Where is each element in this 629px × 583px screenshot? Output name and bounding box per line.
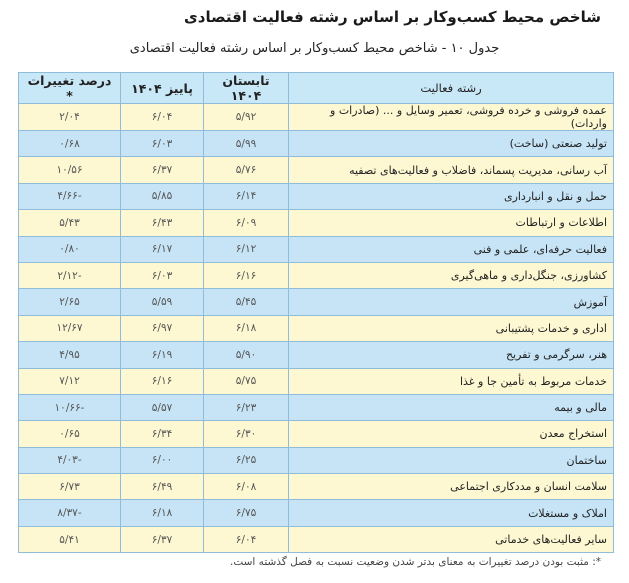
cell-summer: ۶/۷۵ bbox=[203, 499, 289, 527]
cell-change: ۱۰/۵۶ bbox=[18, 156, 121, 184]
cell-summer: ۶/۲۳ bbox=[203, 393, 289, 422]
cell-autumn: ۶/۱۸ bbox=[120, 499, 204, 527]
cell-summer: ۶/۱۸ bbox=[203, 314, 289, 343]
cell-change: ۵/۴۱ bbox=[18, 525, 121, 554]
cell-summer: ۵/۴۵ bbox=[203, 288, 289, 316]
cell-change: ۰/۶۵ bbox=[18, 420, 121, 448]
cell-autumn: ۶/۰۳ bbox=[120, 129, 204, 158]
footnote: *: مثبت بودن درصد تغییرات به معنای بدتر … bbox=[229, 556, 601, 568]
table-caption: جدول ۱۰ - شاخص محیط کسب‌وکار بر اساس رشت… bbox=[129, 41, 500, 56]
cell-summer: ۵/۹۰ bbox=[203, 341, 289, 369]
table-row: اطلاعات و ارتباطات ۶/۰۹ ۶/۴۳ ۵/۴۳ bbox=[18, 209, 614, 237]
cell-activity: کشاورزی، جنگل‌داری و ماهی‌گیری bbox=[288, 261, 614, 290]
table-row: حمل و نقل و انبارداری ۶/۱۴ ۵/۸۵ -۴/۶۶ bbox=[18, 182, 614, 211]
cell-change: -۴/۶۶ bbox=[18, 182, 121, 211]
table-row: استخراج معدن ۶/۳۰ ۶/۳۴ ۰/۶۵ bbox=[18, 420, 614, 448]
table-row: آموزش ۵/۴۵ ۵/۵۹ ۲/۶۵ bbox=[18, 288, 614, 316]
cell-change: -۸/۳۷ bbox=[18, 499, 121, 527]
cell-autumn: ۶/۹۷ bbox=[120, 314, 204, 343]
cell-summer: ۶/۰۸ bbox=[203, 473, 289, 501]
cell-summer: ۶/۱۲ bbox=[203, 235, 289, 263]
cell-autumn: ۶/۳۷ bbox=[120, 156, 204, 184]
cell-autumn: ۵/۸۵ bbox=[120, 182, 204, 211]
cell-activity: سلامت انسان و مددکاری اجتماعی bbox=[288, 473, 614, 501]
cell-activity: آب رسانی، مدیریت پسماند، فاضلاب و فعالیت… bbox=[288, 156, 614, 184]
cell-autumn: ۶/۰۰ bbox=[120, 446, 204, 475]
table-row: سلامت انسان و مددکاری اجتماعی ۶/۰۸ ۶/۴۹ ۶/۷… bbox=[18, 473, 614, 501]
table-row: سایر فعالیت‌های خدماتی ۶/۰۴ ۶/۳۷ ۵/۴۱ bbox=[18, 525, 614, 554]
cell-change: ۱۲/۶۷ bbox=[18, 314, 121, 343]
cell-summer: ۶/۲۵ bbox=[203, 446, 289, 475]
cell-summer: ۵/۷۶ bbox=[203, 156, 289, 184]
cell-summer: ۵/۹۲ bbox=[203, 103, 289, 131]
table-row: تولید صنعتی (ساخت) ۵/۹۹ ۶/۰۳ ۰/۶۸ bbox=[18, 129, 614, 158]
cell-summer: ۶/۰۹ bbox=[203, 209, 289, 237]
table-row: خدمات مربوط به تأمین جا و غذا ۵/۷۵ ۶/۱۶ ۷/۱… bbox=[18, 367, 614, 395]
table-row: املاک و مستغلات ۶/۷۵ ۶/۱۸ -۸/۳۷ bbox=[18, 499, 614, 527]
cell-autumn: ۶/۳۴ bbox=[120, 420, 204, 448]
cell-summer: ۵/۹۹ bbox=[203, 129, 289, 158]
cell-summer: ۵/۷۵ bbox=[203, 367, 289, 395]
cell-change: -۲/۱۲ bbox=[18, 261, 121, 290]
header-change: درصد تغییرات * bbox=[18, 72, 121, 104]
cell-summer: ۶/۳۰ bbox=[203, 420, 289, 448]
cell-change: ۲/۶۵ bbox=[18, 288, 121, 316]
table-row: اداری و خدمات پشتیبانی ۶/۱۸ ۶/۹۷ ۱۲/۶۷ bbox=[18, 314, 614, 343]
cell-activity: خدمات مربوط به تأمین جا و غذا bbox=[288, 367, 614, 395]
table-row: کشاورزی، جنگل‌داری و ماهی‌گیری ۶/۱۶ ۶/۰۳ -۲… bbox=[18, 261, 614, 290]
cell-change: ۵/۴۳ bbox=[18, 209, 121, 237]
cell-change: ۴/۹۵ bbox=[18, 341, 121, 369]
cell-autumn: ۶/۱۹ bbox=[120, 341, 204, 369]
cell-activity: اطلاعات و ارتباطات bbox=[288, 209, 614, 237]
table-header-row: رشته فعالیت تابستان ۱۴۰۴ پاییز ۱۴۰۴ درصد… bbox=[18, 72, 614, 104]
table-row: آب رسانی، مدیریت پسماند، فاضلاب و فعالیت… bbox=[18, 156, 614, 184]
cell-summer: ۶/۱۶ bbox=[203, 261, 289, 290]
cell-autumn: ۶/۳۷ bbox=[120, 525, 204, 554]
cell-activity: فعالیت حرفه‌ای، علمی و فنی bbox=[288, 235, 614, 263]
business-environment-table: رشته فعالیت تابستان ۱۴۰۴ پاییز ۱۴۰۴ درصد… bbox=[18, 72, 614, 554]
cell-autumn: ۶/۴۳ bbox=[120, 209, 204, 237]
cell-autumn: ۶/۱۶ bbox=[120, 367, 204, 395]
table-row: هنر، سرگرمی و تفریح ۵/۹۰ ۶/۱۹ ۴/۹۵ bbox=[18, 341, 614, 369]
cell-change: -۴/۰۳ bbox=[18, 446, 121, 475]
header-activity: رشته فعالیت bbox=[288, 72, 614, 104]
cell-activity: املاک و مستغلات bbox=[288, 499, 614, 527]
cell-activity: آموزش bbox=[288, 288, 614, 316]
cell-activity: عمده فروشی و خرده فروشی، تعمیر وسایل و .… bbox=[288, 103, 614, 131]
cell-change: ۰/۸۰ bbox=[18, 235, 121, 263]
cell-autumn: ۶/۴۹ bbox=[120, 473, 204, 501]
cell-activity: اداری و خدمات پشتیبانی bbox=[288, 314, 614, 343]
cell-change: ۶/۷۳ bbox=[18, 473, 121, 501]
cell-activity: ساختمان bbox=[288, 446, 614, 475]
cell-activity: حمل و نقل و انبارداری bbox=[288, 182, 614, 211]
cell-activity: استخراج معدن bbox=[288, 420, 614, 448]
cell-change: ۰/۶۸ bbox=[18, 129, 121, 158]
cell-summer: ۶/۰۴ bbox=[203, 525, 289, 554]
cell-activity: سایر فعالیت‌های خدماتی bbox=[288, 525, 614, 554]
cell-autumn: ۵/۵۹ bbox=[120, 288, 204, 316]
cell-autumn: ۶/۰۴ bbox=[120, 103, 204, 131]
cell-change: ۷/۱۲ bbox=[18, 367, 121, 395]
table-row: مالی و بیمه ۶/۲۳ ۵/۵۷ -۱۰/۶۶ bbox=[18, 393, 614, 422]
table-row: فعالیت حرفه‌ای، علمی و فنی ۶/۱۲ ۶/۱۷ ۰/۸۰ bbox=[18, 235, 614, 263]
page-title: شاخص محیط کسب‌وکار بر اساس رشته فعالیت ا… bbox=[184, 8, 601, 26]
table-row: عمده فروشی و خرده فروشی، تعمیر وسایل و .… bbox=[18, 103, 614, 131]
cell-autumn: ۵/۵۷ bbox=[120, 393, 204, 422]
cell-activity: مالی و بیمه bbox=[288, 393, 614, 422]
cell-autumn: ۶/۰۳ bbox=[120, 261, 204, 290]
cell-activity: هنر، سرگرمی و تفریح bbox=[288, 341, 614, 369]
header-summer: تابستان ۱۴۰۴ bbox=[203, 72, 289, 104]
cell-summer: ۶/۱۴ bbox=[203, 182, 289, 211]
cell-change: -۱۰/۶۶ bbox=[18, 393, 121, 422]
cell-activity: تولید صنعتی (ساخت) bbox=[288, 129, 614, 158]
cell-autumn: ۶/۱۷ bbox=[120, 235, 204, 263]
cell-change: ۲/۰۴ bbox=[18, 103, 121, 131]
table-row: ساختمان ۶/۲۵ ۶/۰۰ -۴/۰۳ bbox=[18, 446, 614, 475]
header-autumn: پاییز ۱۴۰۴ bbox=[120, 72, 204, 104]
